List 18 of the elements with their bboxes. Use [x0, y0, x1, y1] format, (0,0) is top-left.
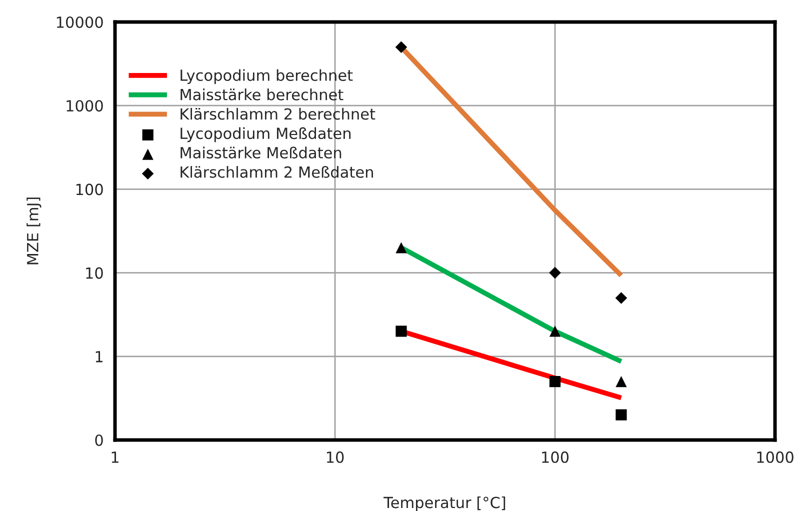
legend-label: Lycopodium berechnet — [180, 69, 353, 84]
legend-label: Maisstärke berechnet — [180, 88, 344, 100]
legend-label: Klärschlamm 2 berechnet — [180, 108, 376, 120]
y-tick-label: 10 — [86, 267, 103, 279]
x-tick-label: 1 — [112, 452, 118, 463]
y-tick-label: 1000 — [66, 100, 103, 112]
y-axis-title: MZE [mJ] — [26, 198, 42, 264]
x-tick-label: 100 — [542, 451, 569, 463]
legend-label: Maisstärke Meßdaten — [180, 146, 342, 158]
y-tick-label: 100 — [76, 184, 103, 196]
legend-label: Lycopodium Meßdaten — [180, 127, 351, 142]
x-tick-label: 1000 — [757, 451, 794, 463]
x-tick-label: 10 — [326, 451, 344, 463]
y-tick-label: 1 — [96, 351, 102, 362]
y-tick-label: 10000 — [56, 16, 103, 28]
x-axis-title: Temperatur [°C] — [384, 496, 506, 511]
legend-label: Klärschlamm 2 Meßdaten — [180, 166, 373, 178]
y-tick-label: 0 — [95, 434, 103, 446]
